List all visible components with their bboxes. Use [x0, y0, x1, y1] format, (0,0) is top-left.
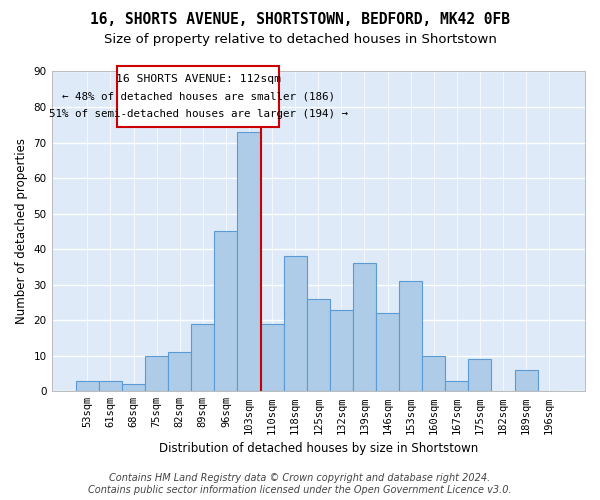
Bar — [330, 310, 353, 392]
Y-axis label: Number of detached properties: Number of detached properties — [15, 138, 28, 324]
Text: Size of property relative to detached houses in Shortstown: Size of property relative to detached ho… — [104, 32, 496, 46]
Text: 51% of semi-detached houses are larger (194) →: 51% of semi-detached houses are larger (… — [49, 109, 347, 119]
Bar — [422, 356, 445, 392]
Text: ← 48% of detached houses are smaller (186): ← 48% of detached houses are smaller (18… — [62, 92, 335, 102]
Bar — [191, 324, 214, 392]
Bar — [307, 299, 330, 392]
Text: 16 SHORTS AVENUE: 112sqm: 16 SHORTS AVENUE: 112sqm — [116, 74, 281, 84]
Bar — [469, 360, 491, 392]
X-axis label: Distribution of detached houses by size in Shortstown: Distribution of detached houses by size … — [158, 442, 478, 455]
Bar — [99, 380, 122, 392]
Bar — [399, 281, 422, 392]
Bar — [214, 232, 238, 392]
Bar — [260, 324, 284, 392]
Bar — [122, 384, 145, 392]
Bar — [118, 66, 279, 126]
Bar — [353, 264, 376, 392]
Text: Contains HM Land Registry data © Crown copyright and database right 2024.
Contai: Contains HM Land Registry data © Crown c… — [88, 474, 512, 495]
Bar — [445, 380, 469, 392]
Bar — [515, 370, 538, 392]
Bar — [168, 352, 191, 392]
Text: 16, SHORTS AVENUE, SHORTSTOWN, BEDFORD, MK42 0FB: 16, SHORTS AVENUE, SHORTSTOWN, BEDFORD, … — [90, 12, 510, 28]
Bar — [376, 313, 399, 392]
Bar — [76, 380, 99, 392]
Bar — [284, 256, 307, 392]
Bar — [238, 132, 260, 392]
Bar — [145, 356, 168, 392]
